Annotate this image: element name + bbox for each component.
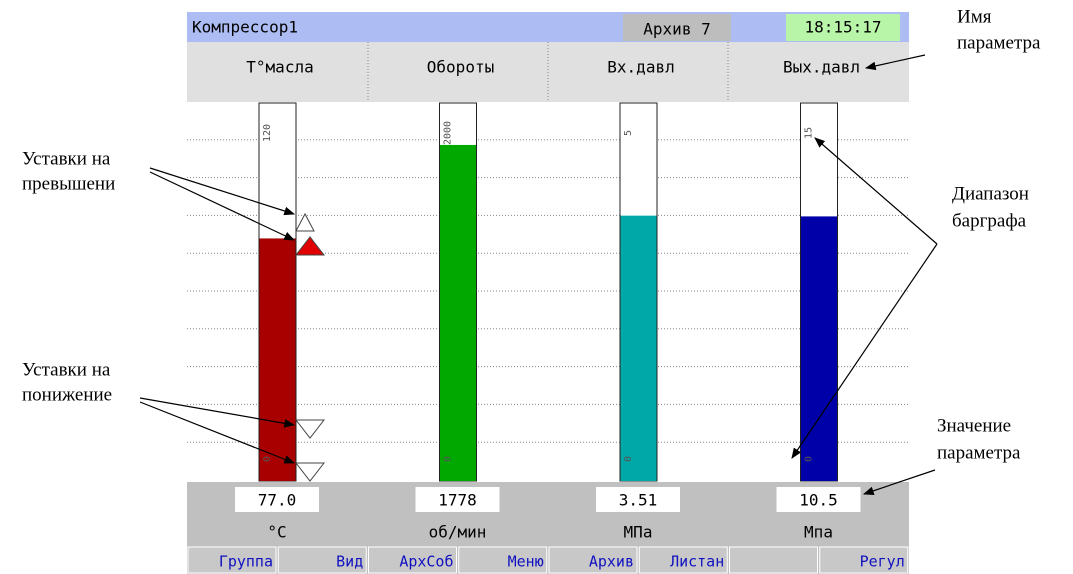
annotation: Уставки на [22,148,111,169]
value-box [415,487,500,512]
channel-name: Вх.давл [607,58,674,77]
button-label: Вид [336,553,363,571]
scale-max: 2000 [443,121,454,145]
arrow [814,137,938,245]
channel-name: Обороты [427,58,494,77]
setpoint-low [294,419,326,439]
archive-box [623,14,731,41]
setpoint-high [294,236,326,256]
value: 1778 [438,491,477,510]
channel-name: Вых.давл [783,58,860,77]
annotation: Значение [937,415,1011,436]
annotation: превышени [22,173,115,194]
unit: Мпа [804,523,833,542]
time: 18:15:17 [804,18,881,37]
scale-min: 0 [804,456,815,462]
scale-min: 0 [262,456,273,462]
annotation: понижение [22,384,112,405]
button-label: Группа [219,553,273,571]
unit: °С [267,523,286,542]
annotations [139,54,938,495]
button [548,546,638,574]
buttons: Группа Вид АрхСоб Меню Архив Листан Регул [187,546,909,574]
button [187,546,277,574]
button-label: АрхСоб [399,553,453,571]
button [458,546,548,574]
button [729,546,818,574]
annotation: барграфа [952,210,1027,231]
arrow [139,397,296,428]
plot-area [187,102,909,482]
scale-min: 0 [443,456,454,462]
setpoint-low [294,462,326,482]
unit: МПа [624,523,653,542]
time-box [786,14,900,41]
annotation: Диапазон [952,183,1029,204]
button [638,546,728,574]
value: 3.51 [619,491,658,510]
scale-max: 120 [262,124,273,142]
bar [259,238,296,481]
value-box [235,487,319,512]
channels: Т°масла 120 0 77.0 °С Обороты 2000 0 1778 об/мин В… [235,58,861,542]
button-label: Регул [860,553,905,571]
scale-max: 15 [804,127,815,139]
scale-min: 0 [623,456,634,462]
annotation: Уставки на [22,359,111,380]
arrow [149,167,296,216]
annotation: параметра [957,32,1041,53]
scale-max: 5 [623,130,634,136]
arrow [864,54,926,71]
value: 77.0 [258,491,297,510]
title: Компрессор1 [192,18,298,37]
button-label: Архив [589,553,634,571]
arrow [139,401,296,464]
value-box [596,487,680,512]
button-label: Меню [508,553,544,571]
arrow [149,171,295,241]
value: 10.5 [799,491,838,510]
bar [620,215,657,482]
setpoint-high [295,212,315,232]
button [277,546,367,574]
button [368,546,457,574]
arrow [862,469,936,495]
bar [440,144,476,481]
annotation: параметра [937,442,1021,463]
archive: Архив 7 [643,20,710,39]
button-label: Листан [670,553,724,571]
value-box [776,487,861,512]
channel-name: Т°масла [246,58,313,77]
bar [801,216,837,481]
button [819,546,909,574]
annotation: Имя [957,6,992,27]
arrow [791,243,938,459]
unit: об/мин [429,523,487,542]
